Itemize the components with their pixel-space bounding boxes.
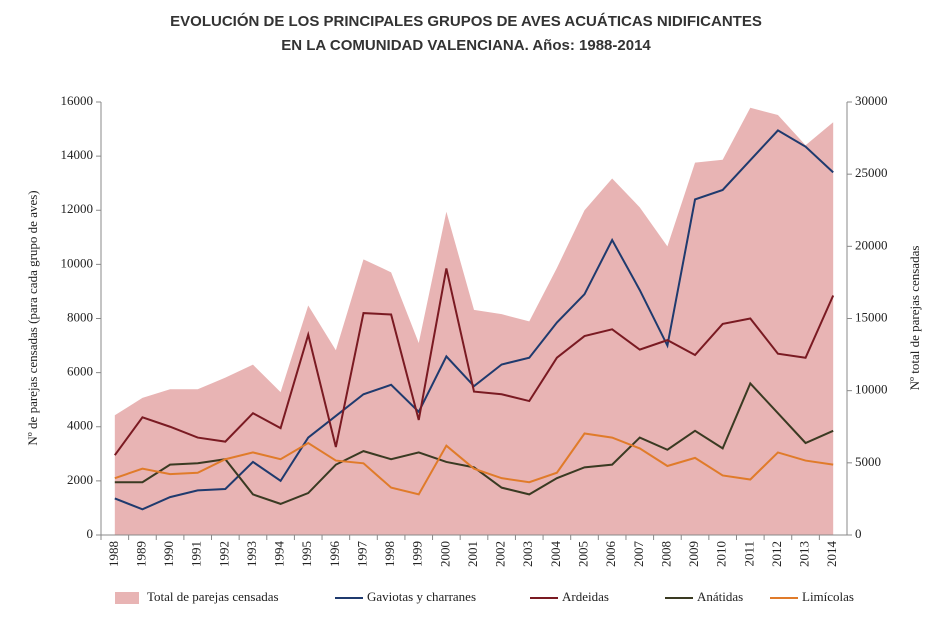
y-tick-label: 4000 xyxy=(67,418,93,433)
x-tick-label: 2011 xyxy=(741,541,756,567)
y-tick-label: 10000 xyxy=(61,255,94,270)
x-tick-label: 2009 xyxy=(686,541,701,567)
line xyxy=(114,129,834,511)
y2-tick-label: 20000 xyxy=(855,237,888,252)
x-tick-label: 1996 xyxy=(327,541,342,568)
x-tick-label: 2012 xyxy=(769,541,784,567)
x-tick-label: 1992 xyxy=(216,541,231,567)
y-tick-label: 8000 xyxy=(67,309,93,324)
area xyxy=(114,107,834,536)
x-tick-label: 1997 xyxy=(354,541,369,568)
x-tick-label: 1993 xyxy=(244,541,259,567)
x-tick-label: 2008 xyxy=(658,541,673,567)
x-tick-label: 2004 xyxy=(548,541,563,568)
y-tick-label: 2000 xyxy=(67,472,93,487)
y-tick-label: 6000 xyxy=(67,364,93,379)
chart-title: EN LA COMUNIDAD VALENCIANA. Años: 1988-2… xyxy=(281,37,651,54)
legend-label: Limícolas xyxy=(802,589,854,604)
x-tick-label: 2005 xyxy=(576,541,591,567)
line xyxy=(114,432,834,496)
x-tick-label: 2006 xyxy=(603,541,618,568)
x-tick-label: 2002 xyxy=(493,541,508,567)
x-tick-label: 2000 xyxy=(437,541,452,567)
line xyxy=(114,268,835,456)
x-tick-label: 1990 xyxy=(161,541,176,567)
x-tick-label: 1989 xyxy=(133,541,148,567)
chart-title: EVOLUCIÓN DE LOS PRINCIPALES GRUPOS DE A… xyxy=(170,12,762,30)
x-tick-label: 2013 xyxy=(797,541,812,567)
y-axis-label: Nº de parejas censadas (para cada grupo … xyxy=(25,190,40,445)
y-tick-label: 16000 xyxy=(61,93,94,108)
x-tick-label: 2007 xyxy=(631,541,646,568)
x-tick-label: 2003 xyxy=(520,541,535,567)
y2-axis-label: Nº total de parejas censadas xyxy=(907,246,922,391)
y-tick-label: 12000 xyxy=(61,201,94,216)
y2-tick-label: 10000 xyxy=(855,382,888,397)
legend-label: Total de parejas censadas xyxy=(147,589,279,604)
x-tick-label: 1988 xyxy=(106,541,121,567)
y-tick-label: 14000 xyxy=(61,147,94,162)
legend-swatch xyxy=(115,592,139,604)
x-tick-label: 1998 xyxy=(382,541,397,567)
legend-label: Anátidas xyxy=(697,589,743,604)
x-tick-label: 1999 xyxy=(410,541,425,567)
y2-tick-label: 15000 xyxy=(855,309,888,324)
x-tick-label: 2014 xyxy=(824,541,839,568)
x-tick-label: 1991 xyxy=(189,541,204,567)
x-tick-label: 1995 xyxy=(299,541,314,567)
legend-label: Gaviotas y charranes xyxy=(367,589,476,604)
y2-tick-label: 5000 xyxy=(855,454,881,469)
legend-label: Ardeidas xyxy=(562,589,609,604)
x-tick-label: 1994 xyxy=(272,541,287,568)
x-tick-label: 2010 xyxy=(714,541,729,567)
y2-tick-label: 0 xyxy=(855,526,862,541)
y-tick-label: 0 xyxy=(87,526,94,541)
line xyxy=(114,381,834,505)
x-tick-label: 2001 xyxy=(465,541,480,567)
y2-tick-label: 25000 xyxy=(855,165,888,180)
y2-tick-label: 30000 xyxy=(855,93,888,108)
